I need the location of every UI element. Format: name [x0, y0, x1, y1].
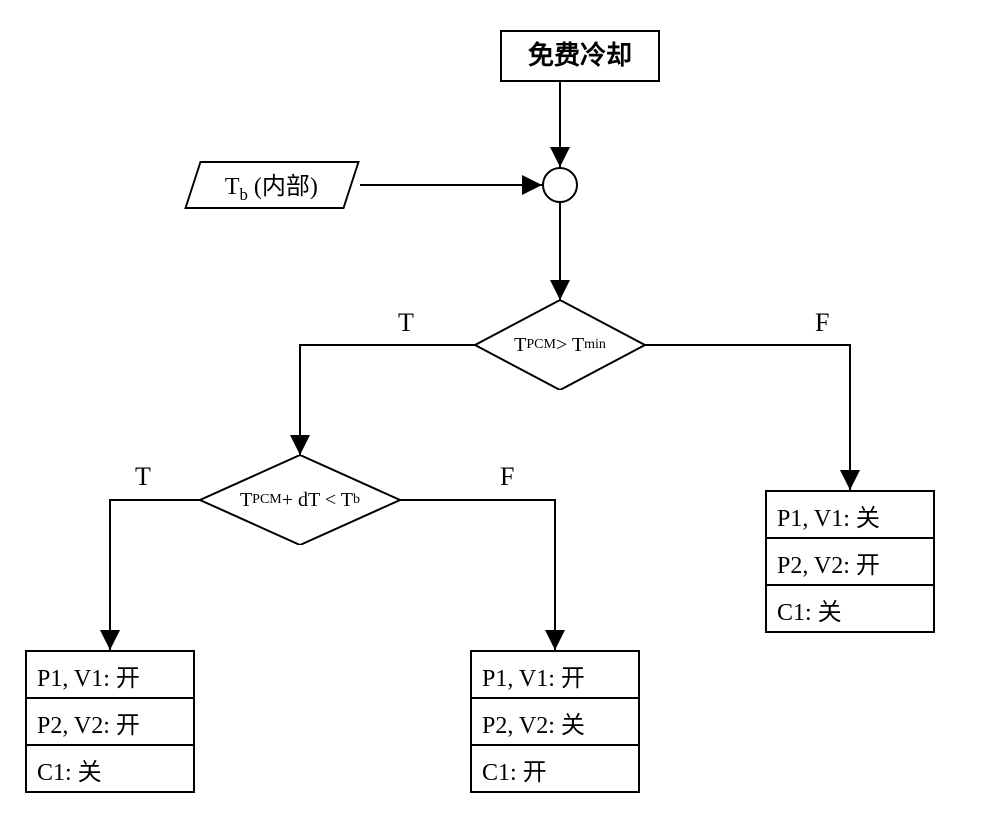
input-label: Tb (内部) — [225, 166, 318, 205]
result-row: P2, V2: 开 — [27, 699, 193, 746]
decision-2: TPCM + dT < Tb — [200, 455, 400, 545]
result-row: C1: 关 — [27, 746, 193, 791]
edge-label-d1-false: F — [815, 308, 829, 338]
decision-1-label: TPCM > Tmin — [475, 300, 645, 390]
result-d2-true: P1, V1: 开 P2, V2: 开 C1: 关 — [25, 650, 195, 793]
junction-node — [542, 167, 578, 203]
decision-2-label: TPCM + dT < Tb — [200, 455, 400, 545]
edge-label-d2-true: T — [135, 462, 151, 492]
result-row: P1, V1: 开 — [27, 652, 193, 699]
result-row: P2, V2: 开 — [767, 539, 933, 586]
edge-label-d2-false: F — [500, 462, 514, 492]
result-row: C1: 开 — [472, 746, 638, 791]
result-row: P1, V1: 关 — [767, 492, 933, 539]
input-node: Tb (内部) — [184, 161, 360, 209]
decision-1: TPCM > Tmin — [475, 300, 645, 390]
edge-label-d1-true: T — [398, 308, 414, 338]
start-label: 免费冷却 — [528, 42, 632, 71]
result-row: P2, V2: 关 — [472, 699, 638, 746]
start-node: 免费冷却 — [500, 30, 660, 82]
result-d2-false: P1, V1: 开 P2, V2: 关 C1: 开 — [470, 650, 640, 793]
result-row: P1, V1: 开 — [472, 652, 638, 699]
result-d1-false: P1, V1: 关 P2, V2: 开 C1: 关 — [765, 490, 935, 633]
result-row: C1: 关 — [767, 586, 933, 631]
